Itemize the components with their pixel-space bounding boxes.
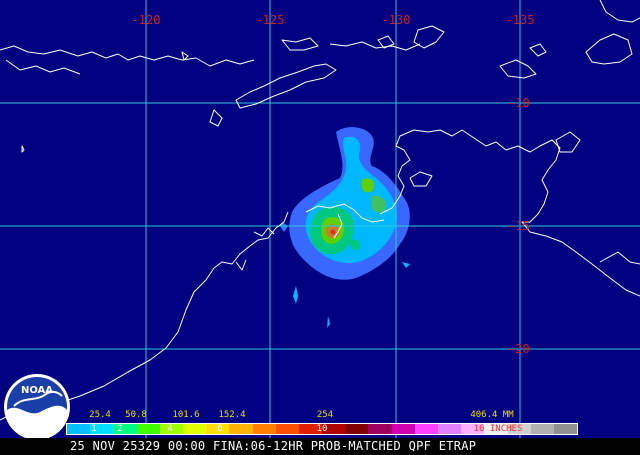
coast-through-storm (333, 213, 343, 239)
precipitation-map (0, 0, 640, 438)
colorbar-segment (507, 424, 531, 434)
legend-inch-label: 6 (217, 424, 223, 434)
timor-island (235, 63, 337, 109)
legend-mm-label: 25.4 (89, 410, 111, 420)
colorbar-segment (391, 424, 415, 434)
colorbar-segment (484, 424, 508, 434)
legend-mm-label: 101.6 (172, 410, 200, 420)
colorbar-segment (182, 424, 207, 434)
storm-coast-outline (305, 203, 385, 239)
new-guinea-coast-north (599, 0, 640, 23)
kimberley-coast (253, 227, 275, 237)
colorbar-segment (90, 424, 114, 434)
island-chain-west-detail (5, 59, 81, 75)
island-chain-central (195, 57, 255, 67)
island-outline (281, 37, 319, 51)
colorbar-segment (461, 424, 485, 434)
latitude-label: -15 (508, 219, 530, 233)
precip-streak (293, 286, 298, 304)
new-guinea-coast (585, 33, 633, 65)
colorbar-segment (345, 424, 369, 434)
legend-inch-label: 10 (316, 424, 328, 434)
longitude-label: -130 (381, 13, 411, 27)
island-outline (409, 171, 433, 187)
island-outline (209, 109, 223, 127)
legend-inch-label: 4 (167, 424, 173, 434)
colorbar-segment (438, 424, 462, 434)
precip-fleck (280, 222, 288, 232)
product-title: 25 NOV 25329 00:00 FINA:06-12HR PROB-MAT… (70, 439, 477, 453)
longitude-label: -120 (131, 13, 161, 27)
latitude-label: -10 (508, 96, 530, 110)
island-chain-west (0, 45, 197, 61)
island-outline (181, 51, 189, 61)
colorbar-segment (530, 424, 554, 434)
island-chain-east (329, 41, 421, 51)
precip-cell-east (372, 195, 387, 213)
colorbar-segment (159, 424, 183, 434)
legend-inch-label: 1 (91, 424, 97, 434)
longitude-label: -125 (255, 13, 285, 27)
noaa-logo-text: NOAA (21, 385, 53, 396)
coast-through-storm (305, 203, 385, 223)
australia-coastline-west (0, 211, 289, 421)
island-outline (377, 35, 395, 49)
precip-fleck (327, 316, 330, 328)
colorbar-segment (298, 424, 323, 434)
legend-inch-label: 2 (117, 424, 123, 434)
colorbar-segment (368, 424, 392, 434)
legend-mm-label: 406.4 MM (470, 410, 514, 420)
precip-cell-north (362, 178, 375, 193)
colorbar-segment (322, 424, 346, 434)
noaa-logo-icon: NOAA (4, 374, 70, 440)
colorbar-segment (229, 424, 253, 434)
australia-coastline-detail (235, 259, 247, 271)
legend-mm-label: 152.4 (218, 410, 246, 420)
precip-cell-south (350, 239, 361, 251)
island-outline (413, 25, 445, 49)
island-outline (555, 131, 581, 153)
latitude-label: -20 (508, 342, 530, 356)
precipitation-colorbar (66, 423, 578, 435)
colorbar-segment (113, 424, 137, 434)
island-outline (21, 145, 25, 153)
colorbar-segment (136, 424, 160, 434)
island-outline (529, 43, 547, 57)
precipitation-area (280, 127, 410, 328)
island-outline (499, 59, 537, 79)
colorbar-segment (252, 424, 276, 434)
colorbar-segment (414, 424, 438, 434)
australia-coastline-north (379, 129, 640, 297)
product-footer: 25 NOV 25329 00:00 FINA:06-12HR PROB-MAT… (0, 438, 640, 455)
lat-lon-grid (0, 0, 640, 438)
colorbar-segment (553, 424, 578, 434)
gulf-coast (599, 251, 640, 265)
colorbar-segment (67, 424, 91, 434)
precip-fleck (402, 262, 410, 268)
legend-inch-label: 16 INCHES (473, 424, 523, 434)
legend-mm-label: 254 (316, 410, 334, 420)
colorbar-segment (206, 424, 230, 434)
precip-peak (330, 229, 336, 235)
legend-mm-label: 50.8 (125, 410, 147, 420)
coastlines (0, 0, 640, 421)
longitude-label: -135 (505, 13, 535, 27)
colorbar-segment (275, 424, 299, 434)
legend-mm-labels: 25.4 50.8 101.6 152.4 254 406.4 MM (0, 410, 640, 422)
